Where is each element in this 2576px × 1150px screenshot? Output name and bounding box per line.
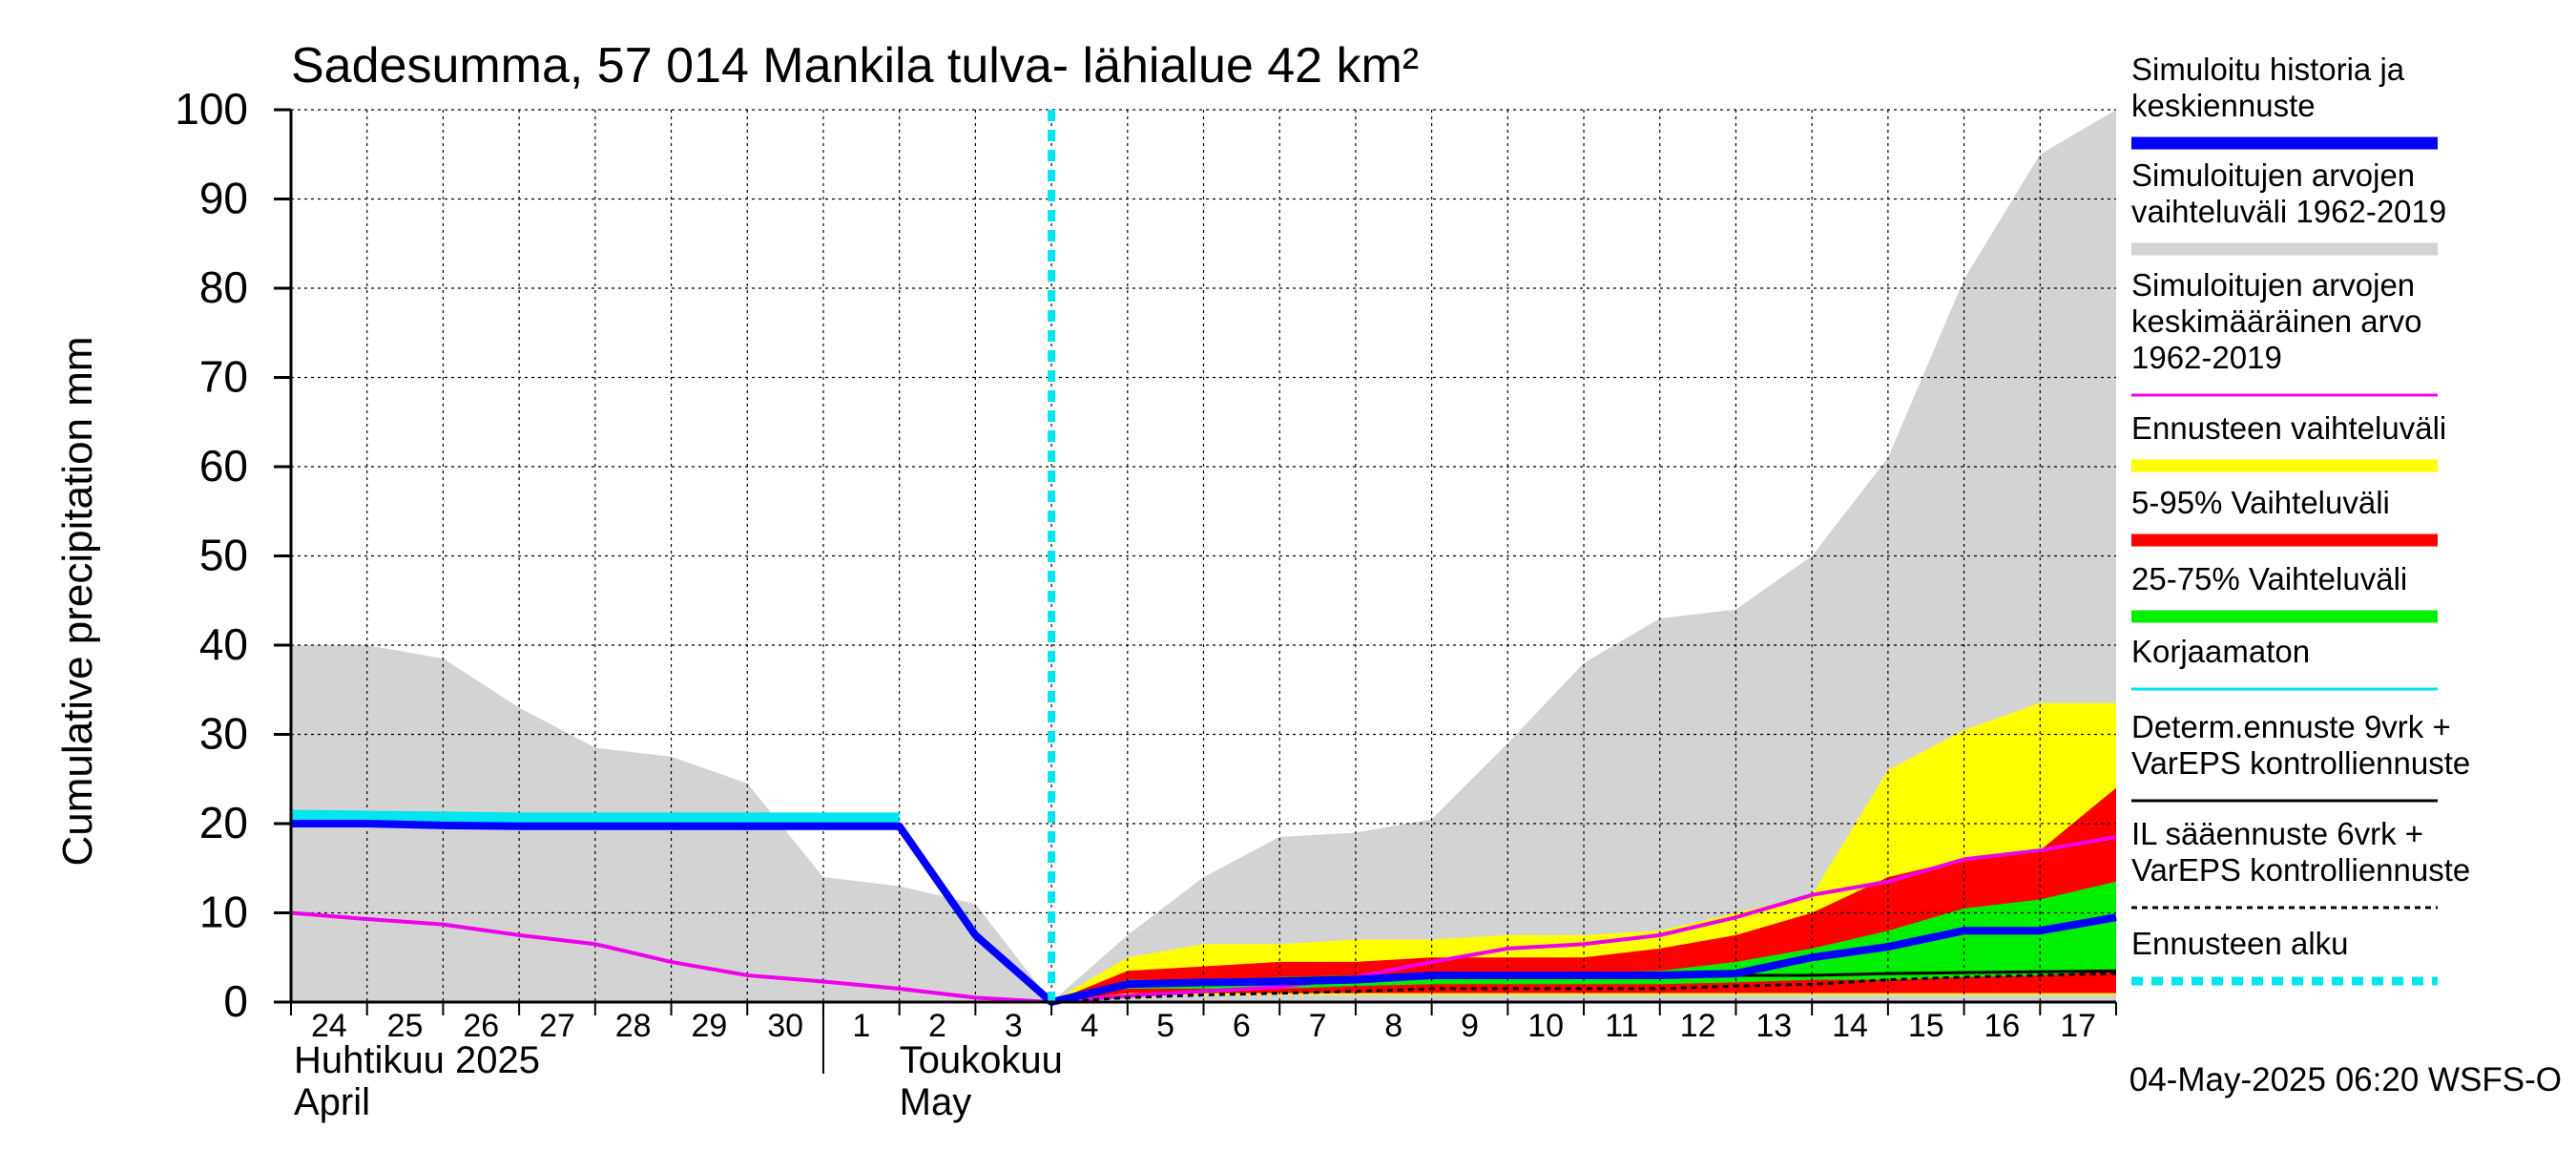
x-tick-label: 26 (463, 1008, 499, 1044)
y-tick-label: 40 (199, 619, 248, 669)
month-label-fi: Huhtikuu 2025 (294, 1039, 540, 1081)
x-tick-label: 11 (1605, 1008, 1638, 1044)
y-tick-label: 100 (175, 84, 248, 134)
x-tick-label: 1 (852, 1008, 870, 1044)
y-tick-label: 70 (199, 352, 248, 402)
legend-label: Ennusteen vaihteluväli (2131, 410, 2446, 446)
x-tick-label: 6 (1233, 1008, 1251, 1044)
x-tick-label: 9 (1461, 1008, 1479, 1044)
uncorrected-line (290, 809, 900, 826)
legend-item: Ennusteen vaihteluväli (2131, 410, 2446, 472)
month-label-en: April (294, 1081, 370, 1123)
x-tick-label: 14 (1832, 1008, 1868, 1044)
x-tick-label: 7 (1309, 1008, 1327, 1044)
x-tick-label: 27 (539, 1008, 575, 1044)
x-tick-label: 29 (691, 1008, 727, 1044)
legend-label: Simuloitu historia ja (2131, 52, 2405, 87)
p25-75-band (1051, 881, 2116, 1002)
y-axis-label: Cumulative precipitation mm (54, 336, 101, 866)
x-tick-label: 4 (1080, 1008, 1098, 1044)
x-tick-label: 12 (1680, 1008, 1716, 1044)
x-tick-label: 28 (615, 1008, 652, 1044)
history-mean-line (291, 820, 2117, 1006)
footer-timestamp: 04-May-2025 06:20 WSFS-O (2129, 1061, 2562, 1098)
legend-label: 5-95% Vaihteluväli (2131, 485, 2390, 520)
legend-label: keskiennuste (2131, 88, 2316, 123)
legend-label: Determ.ennuste 9vrk + (2131, 709, 2451, 744)
legend-item: 5-95% Vaihteluväli (2131, 485, 2438, 547)
chart-title: Sadesumma, 57 014 Mankila tulva- lähialu… (291, 38, 1419, 94)
x-tick-label: 2 (928, 1008, 946, 1044)
legend-label: Simuloitujen arvojen (2131, 267, 2415, 303)
grid (291, 109, 2116, 1003)
legend-label: VarEPS kontrolliennuste (2131, 745, 2470, 781)
legend-label: keskimääräinen arvo (2131, 303, 2421, 339)
legend-label: VarEPS kontrolliennuste (2131, 852, 2470, 888)
x-tick-label: 13 (1755, 1008, 1792, 1044)
y-tick-label: 50 (199, 531, 248, 580)
legend-label: Korjaamaton (2131, 634, 2310, 669)
month-label-en: May (900, 1081, 972, 1123)
legend: Simuloitu historia jakeskiennusteSimuloi… (2131, 52, 2470, 986)
y-tick-label: 0 (223, 976, 248, 1026)
legend-item: 25-75% Vaihteluväli (2131, 561, 2438, 623)
x-tick-label: 17 (2060, 1008, 2096, 1044)
legend-item: Korjaamaton (2131, 634, 2438, 691)
mean-climatology-line (290, 835, 2117, 1004)
legend-label: Ennusteen alku (2131, 926, 2349, 961)
y-tick-label: 10 (199, 888, 248, 937)
legend-label: 1962-2019 (2131, 340, 2282, 375)
y-tick-label: 90 (199, 174, 248, 223)
legend-label: vaihteluväli 1962-2019 (2131, 194, 2446, 229)
y-tick-label: 20 (199, 798, 248, 847)
x-tick-label: 10 (1527, 1008, 1564, 1044)
x-tick-label: 16 (1984, 1008, 2021, 1044)
plot-area (290, 109, 2117, 1006)
x-tick-label: 24 (311, 1008, 347, 1044)
month-label-fi: Toukokuu (900, 1039, 1063, 1081)
x-tick-label: 5 (1156, 1008, 1174, 1044)
x-tick-label: 30 (767, 1008, 803, 1044)
y-tick-label: 80 (199, 262, 248, 312)
y-tick-label: 30 (199, 709, 248, 759)
x-tick-label: 15 (1908, 1008, 1944, 1044)
y-tick-label: 60 (199, 441, 248, 491)
legend-label: Simuloitujen arvojen (2131, 157, 2415, 193)
legend-item: IL sääennuste 6vrk + VarEPS kontrollienn… (2131, 816, 2470, 910)
x-tick-label: 8 (1384, 1008, 1402, 1044)
x-tick-label: 3 (1005, 1008, 1023, 1044)
legend-item: Determ.ennuste 9vrk +VarEPS kontrollienn… (2131, 709, 2470, 803)
x-tick-label: 25 (387, 1008, 424, 1044)
legend-label: IL sääennuste 6vrk + (2131, 816, 2423, 851)
legend-item: Ennusteen alku (2131, 926, 2438, 986)
legend-label: 25-75% Vaihteluväli (2131, 561, 2407, 596)
